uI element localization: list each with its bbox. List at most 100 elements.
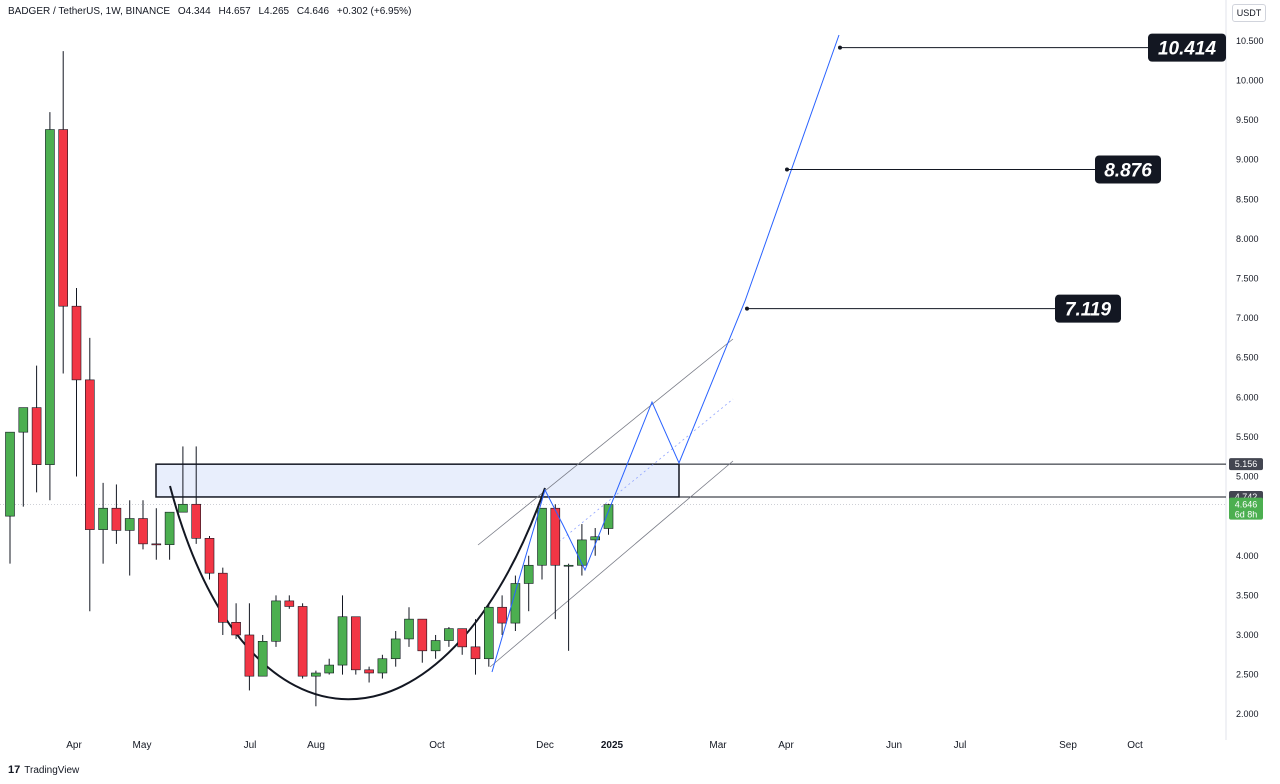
y-tick-label: 5.500 (1236, 432, 1259, 442)
candle-body (457, 628, 468, 648)
current-price-tag (1229, 497, 1263, 520)
candle-body (337, 616, 348, 666)
candle-body (45, 129, 55, 465)
x-tick-label: Apr (778, 740, 794, 751)
candle-body (271, 600, 281, 642)
candle-body (603, 504, 614, 529)
candle-body (590, 536, 601, 541)
ohlc-close: C4.646 (296, 6, 330, 17)
target-label-box (1148, 33, 1226, 62)
candle-body (311, 672, 321, 677)
candle-body (377, 658, 388, 674)
x-tick-label: Aug (307, 740, 325, 751)
y-tick-label: 8.000 (1236, 234, 1259, 244)
candle-body (257, 641, 268, 677)
cup-curve (169, 485, 546, 701)
y-tick-label: 10.500 (1236, 36, 1264, 46)
x-tick-label: Apr (66, 740, 82, 751)
price-tag-label: 4.742 (1235, 492, 1258, 502)
candle-countdown-label: 6d 8h (1235, 510, 1258, 520)
candle-body (204, 538, 215, 574)
y-tick-label: 4.000 (1236, 551, 1259, 561)
y-tick-label: 2.000 (1236, 709, 1259, 719)
candle-body (497, 606, 507, 624)
x-tick-label: Jul (954, 740, 967, 751)
candle-body (470, 646, 481, 660)
candle-body (178, 503, 188, 513)
y-tick-label: 10.000 (1236, 75, 1264, 85)
ohlc-high: H4.657 (218, 6, 251, 17)
ohlc-low: L4.265 (258, 6, 290, 17)
price-tag-label: 5.156 (1235, 459, 1258, 469)
candle-body (483, 606, 494, 660)
candle-body (111, 507, 122, 531)
symbol-title[interactable]: BADGER / TetherUS, 1W, BINANCE (8, 6, 171, 17)
tradingview-logo-icon: 17 (8, 764, 21, 776)
y-tick-label: 6.500 (1236, 353, 1259, 363)
x-tick-label: Jul (244, 740, 257, 751)
candle-body (417, 618, 428, 652)
x-tick-label: May (133, 740, 152, 751)
y-tick-label: 8.500 (1236, 194, 1259, 204)
y-tick-label: 7.500 (1236, 273, 1259, 283)
brand-label: TradingView (24, 764, 80, 776)
candle-body (31, 407, 42, 465)
candle-body (284, 600, 295, 607)
candle-body (231, 621, 241, 636)
y-tick-label: 3.500 (1236, 590, 1259, 600)
candle-body (58, 129, 69, 307)
symbol-header: BADGER / TetherUS, 1W, BINANCE O4.344 H4… (8, 6, 416, 17)
x-tick-label: Jun (886, 740, 902, 751)
candle-body (390, 638, 401, 660)
candle-body (218, 572, 228, 623)
candle-body (138, 518, 148, 545)
x-tick-label: Dec (536, 740, 554, 751)
target-label-box (1055, 294, 1121, 323)
candle-body (430, 640, 441, 652)
y-tick-label: 3.000 (1236, 630, 1259, 640)
candle-body (550, 507, 561, 566)
candle-body (5, 431, 15, 517)
tradingview-branding: 17 TradingView (8, 764, 79, 776)
candle-body (151, 543, 162, 546)
y-tick-label: 6.000 (1236, 392, 1259, 402)
x-tick-label: Oct (429, 740, 445, 751)
resistance-zone (155, 463, 680, 498)
candle-body (297, 606, 308, 677)
target-label: 8.876 (1104, 160, 1152, 181)
target-label-box (1095, 155, 1161, 184)
channel-mid-line (554, 398, 734, 546)
target-label: 10.414 (1158, 39, 1217, 60)
y-tick-label: 5.000 (1236, 472, 1259, 482)
candle-body (164, 511, 175, 545)
channel-lower-line (489, 460, 734, 668)
x-tick-label: Sep (1059, 740, 1077, 751)
ohlc-change: +0.302 (+6.95%) (336, 6, 412, 17)
y-tick-label: 9.000 (1236, 155, 1259, 165)
ohlc-open: O4.344 (177, 6, 211, 17)
candle-body (18, 407, 29, 433)
x-tick-label: Oct (1127, 740, 1143, 751)
candle-body (537, 507, 547, 566)
channel-upper-line (477, 338, 734, 546)
target-label: 7.119 (1065, 300, 1112, 321)
y-tick-label: 2.500 (1236, 670, 1259, 680)
y-tick-label: 9.500 (1236, 115, 1259, 125)
candle-body (523, 564, 534, 584)
candle-body (577, 539, 587, 566)
candle-body (563, 564, 574, 567)
candle-body (444, 628, 454, 641)
candle-body (85, 379, 95, 530)
candle-body (124, 518, 135, 531)
price-tag (1229, 458, 1263, 471)
currency-unit-button[interactable]: USDT (1232, 4, 1266, 22)
candle-body (510, 583, 521, 624)
candle-body (71, 305, 82, 381)
candle-body (324, 664, 335, 674)
y-tick-label: 7.000 (1236, 313, 1259, 323)
candle-body (350, 616, 361, 671)
candle-body (244, 634, 255, 677)
projection-path (491, 34, 840, 673)
x-tick-label: Mar (709, 740, 727, 751)
